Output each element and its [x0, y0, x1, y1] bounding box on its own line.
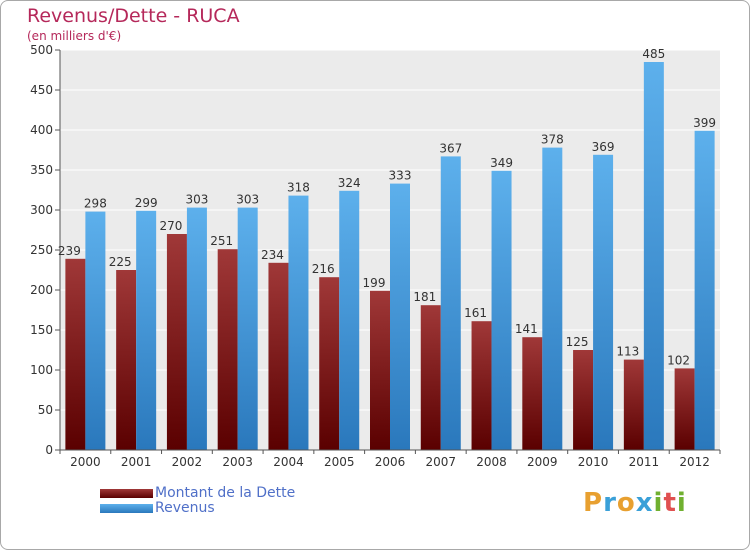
- data-label-revenus: 399: [693, 116, 716, 130]
- x-tick-label: 2005: [324, 455, 355, 469]
- bar-revenus: [390, 183, 410, 450]
- data-label-debt: 161: [464, 306, 487, 320]
- legend-label-debt: Montant de la Dette: [155, 485, 296, 501]
- data-label-debt: 216: [312, 262, 335, 276]
- logo-letter: x: [635, 488, 654, 518]
- bar-debt: [268, 262, 289, 450]
- data-label-debt: 125: [566, 335, 589, 349]
- x-tick-label: 2011: [629, 455, 660, 469]
- proxiti-logo: Proxiti: [583, 488, 687, 518]
- x-tick-label: 2009: [527, 455, 558, 469]
- data-label-revenus: 318: [287, 181, 310, 195]
- bar-revenus: [237, 207, 258, 450]
- data-label-debt: 113: [616, 345, 639, 359]
- y-tick-label: 250: [30, 243, 53, 257]
- bar-debt: [116, 270, 137, 450]
- data-label-debt: 234: [261, 248, 284, 262]
- y-tick-label: 400: [30, 123, 53, 137]
- bar-debt: [623, 359, 644, 450]
- data-label-revenus: 303: [185, 193, 208, 207]
- data-label-debt: 102: [667, 353, 690, 367]
- bar-revenus: [440, 156, 461, 450]
- data-label-debt: 225: [109, 255, 132, 269]
- data-label-revenus: 485: [642, 47, 665, 61]
- logo-letter: i: [676, 488, 687, 518]
- y-tick-label: 500: [30, 43, 53, 57]
- bar-debt: [370, 290, 390, 450]
- bar-revenus: [593, 154, 614, 451]
- bar-revenus: [542, 147, 563, 450]
- x-tick-label: 2008: [476, 455, 507, 469]
- x-tick-label: 2000: [70, 455, 101, 469]
- data-label-revenus: 298: [84, 197, 107, 211]
- bar-debt: [166, 234, 187, 450]
- data-label-revenus: 349: [490, 156, 513, 170]
- bar-revenus: [288, 195, 309, 450]
- y-tick-label: 100: [30, 363, 53, 377]
- data-label-debt: 141: [515, 322, 538, 336]
- data-label-revenus: 367: [439, 141, 462, 155]
- bar-revenus: [85, 211, 106, 450]
- chart-title: Revenus/Dette - RUCA: [27, 5, 240, 27]
- bar-debt: [573, 350, 594, 450]
- bar-debt: [420, 305, 441, 450]
- bar-revenus: [491, 170, 512, 451]
- y-tick-label: 150: [30, 323, 53, 337]
- bar-debt: [65, 258, 86, 450]
- bar-debt: [217, 249, 238, 450]
- data-label-debt: 181: [413, 290, 436, 304]
- bar-debt: [471, 321, 492, 450]
- legend-label-revenus: Revenus: [155, 500, 215, 516]
- y-tick-label: 300: [30, 203, 53, 217]
- x-tick-label: 2004: [273, 455, 304, 469]
- data-label-revenus: 333: [389, 169, 412, 183]
- y-tick-label: 350: [30, 163, 53, 177]
- x-tick-label: 2002: [172, 455, 203, 469]
- legend-swatch-revenus: [100, 504, 153, 513]
- data-label-debt: 239: [58, 244, 81, 258]
- x-tick-label: 2010: [578, 455, 609, 469]
- x-tick-label: 2007: [425, 455, 456, 469]
- data-label-revenus: 303: [236, 193, 259, 207]
- data-label-revenus: 369: [592, 140, 615, 154]
- bar-revenus: [694, 130, 715, 451]
- logo-letter: P: [583, 488, 604, 518]
- bar-revenus: [186, 207, 207, 450]
- x-tick-label: 2001: [121, 455, 152, 469]
- x-tick-label: 2012: [679, 455, 710, 469]
- logo-letter: t: [663, 488, 677, 518]
- bar-revenus: [136, 210, 157, 450]
- data-label-debt: 251: [210, 234, 233, 248]
- y-tick-label: 200: [30, 283, 53, 297]
- bar-debt: [522, 337, 543, 450]
- data-label-debt: 199: [363, 276, 386, 290]
- bar-debt: [319, 277, 340, 450]
- bar-revenus: [339, 190, 360, 451]
- chart-subtitle: (en milliers d'€): [27, 29, 122, 43]
- logo-letter: r: [603, 488, 617, 518]
- y-tick-label: 0: [45, 443, 53, 457]
- data-label-revenus: 299: [135, 196, 158, 210]
- data-label-debt: 270: [159, 219, 182, 233]
- bar-revenus: [643, 62, 664, 450]
- logo-letter: i: [653, 488, 664, 518]
- data-label-revenus: 324: [338, 176, 361, 190]
- y-tick-label: 450: [30, 83, 53, 97]
- data-label-revenus: 378: [541, 133, 564, 147]
- y-tick-label: 50: [38, 403, 53, 417]
- bar-debt: [674, 368, 695, 450]
- x-tick-label: 2006: [375, 455, 406, 469]
- legend-swatch-debt: [100, 489, 153, 498]
- logo-letter: o: [616, 488, 636, 518]
- x-tick-label: 2003: [222, 455, 253, 469]
